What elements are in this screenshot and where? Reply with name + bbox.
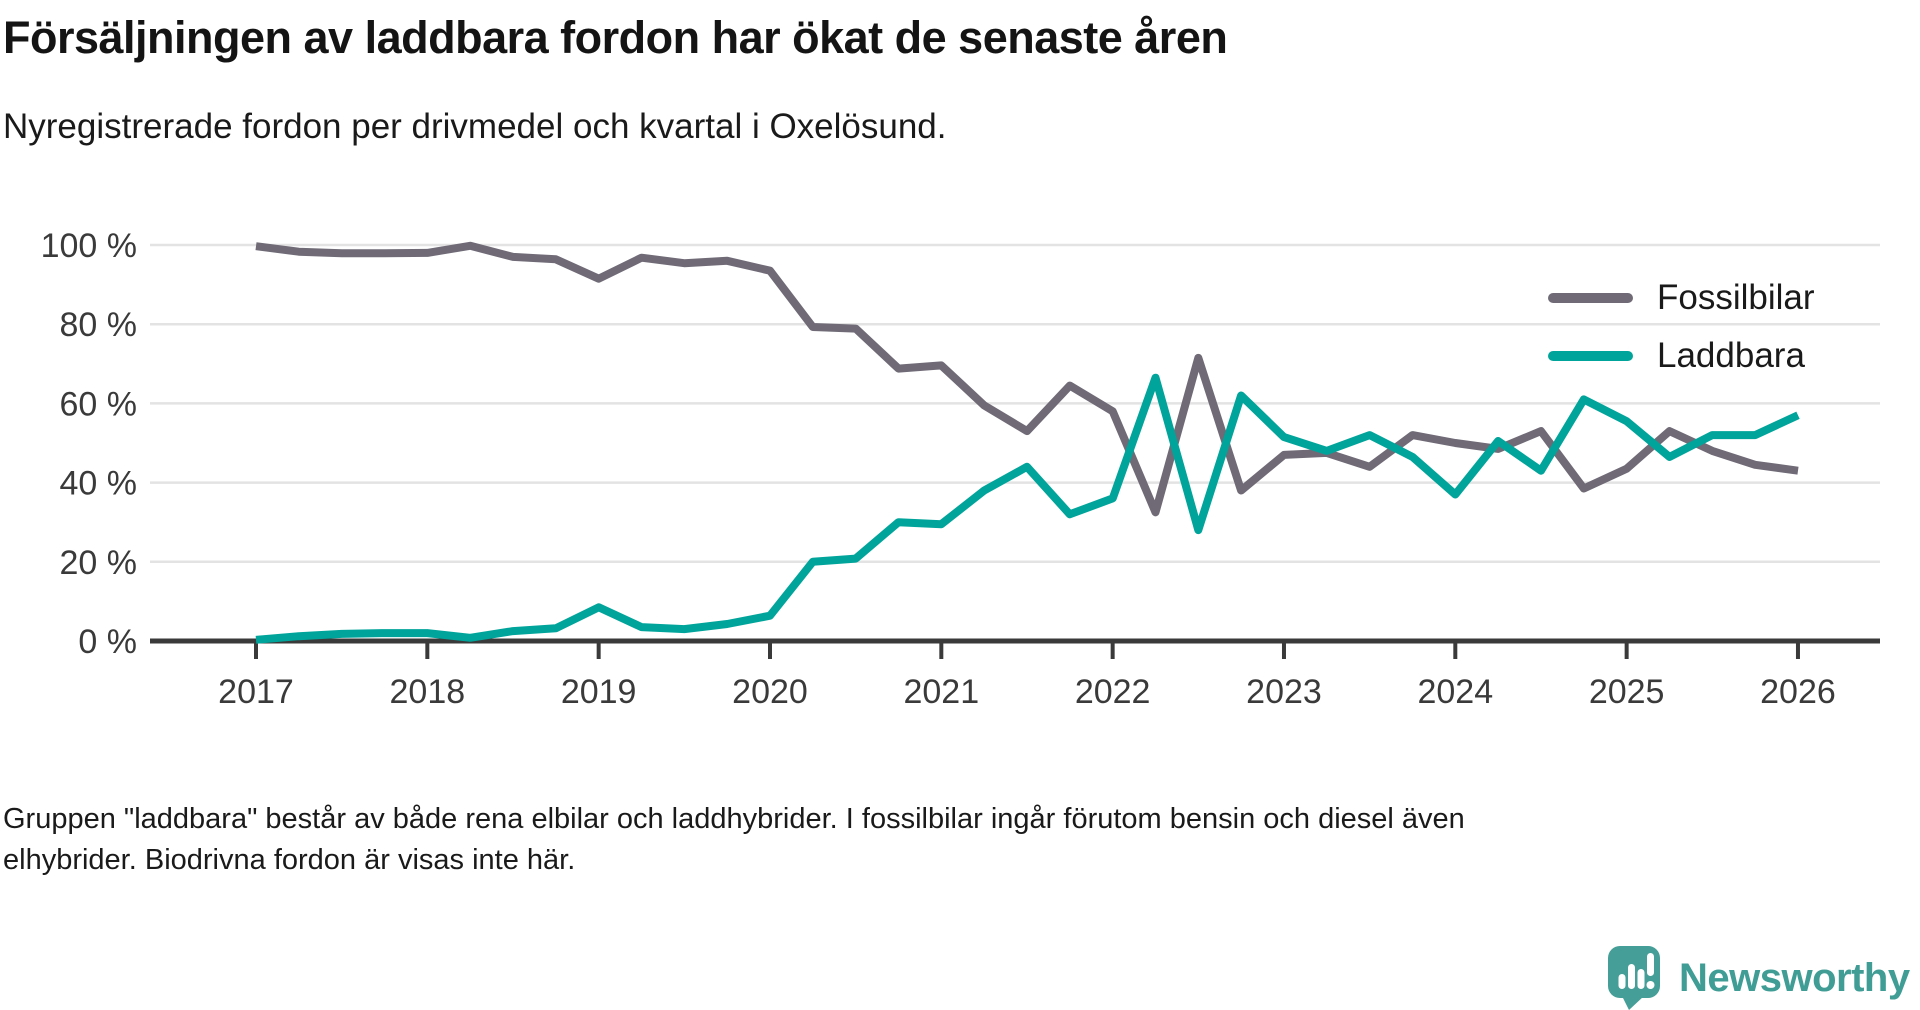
logo-wordmark: Newsworthy: [1679, 955, 1910, 1000]
x-tick-label: 2021: [903, 673, 979, 711]
series-line-laddbara: [255, 373, 1800, 644]
legend-label: Fossilbilar: [1657, 278, 1815, 317]
y-tick-label: 100 %: [41, 227, 137, 265]
footnote-line: Gruppen "laddbara" består av både rena e…: [3, 803, 1465, 835]
series-line-fossilbilar: [255, 241, 1799, 517]
fossilbilar-line-swatch-icon: [1548, 293, 1633, 303]
page-title: Försäljningen av laddbara fordon har öka…: [3, 12, 1228, 63]
x-tick-label: 2026: [1760, 673, 1836, 711]
y-tick-label: 0 %: [78, 623, 137, 661]
newsworthy-speech-bubble-chart-icon: [1608, 946, 1660, 1010]
legend-item-fossilbilar: Fossilbilar: [1540, 276, 1823, 320]
x-tick-label: 2022: [1075, 673, 1151, 711]
y-tick-label: 40 %: [60, 465, 138, 503]
laddbara-line-swatch-icon: [1548, 351, 1633, 361]
y-tick-label: 80 %: [60, 306, 138, 344]
x-tick-label: 2024: [1417, 673, 1493, 711]
x-tick-label: 2025: [1589, 673, 1665, 711]
x-tick-label: 2023: [1246, 673, 1322, 711]
x-axis: 2017 2018 2019 2020 2021 2022 2023 2024 2025 2026: [150, 638, 1880, 711]
chart-legend: Fossilbilar Laddbara: [1540, 276, 1823, 378]
x-tick-label: 2019: [561, 673, 637, 711]
y-tick-label: 20 %: [60, 544, 138, 582]
y-tick-label: 60 %: [60, 385, 138, 423]
legend-item-laddbara: Laddbara: [1540, 334, 1823, 378]
y-axis: 0 % 20 % 40 % 60 % 80 % 100 %: [41, 227, 137, 661]
x-tick-label: 2017: [218, 673, 294, 711]
x-tick-label: 2020: [732, 673, 808, 711]
legend-label: Laddbara: [1657, 336, 1805, 375]
newsworthy-logo: Newsworthy: [1608, 946, 1910, 1010]
chart-subtitle: Nyregistrerade fordon per drivmedel och …: [3, 107, 947, 146]
footnote: Gruppen "laddbara" består av både rena e…: [3, 799, 1465, 881]
x-tick-label: 2018: [390, 673, 466, 711]
footnote-line: elhybrider. Biodrivna fordon är visas in…: [3, 844, 576, 876]
